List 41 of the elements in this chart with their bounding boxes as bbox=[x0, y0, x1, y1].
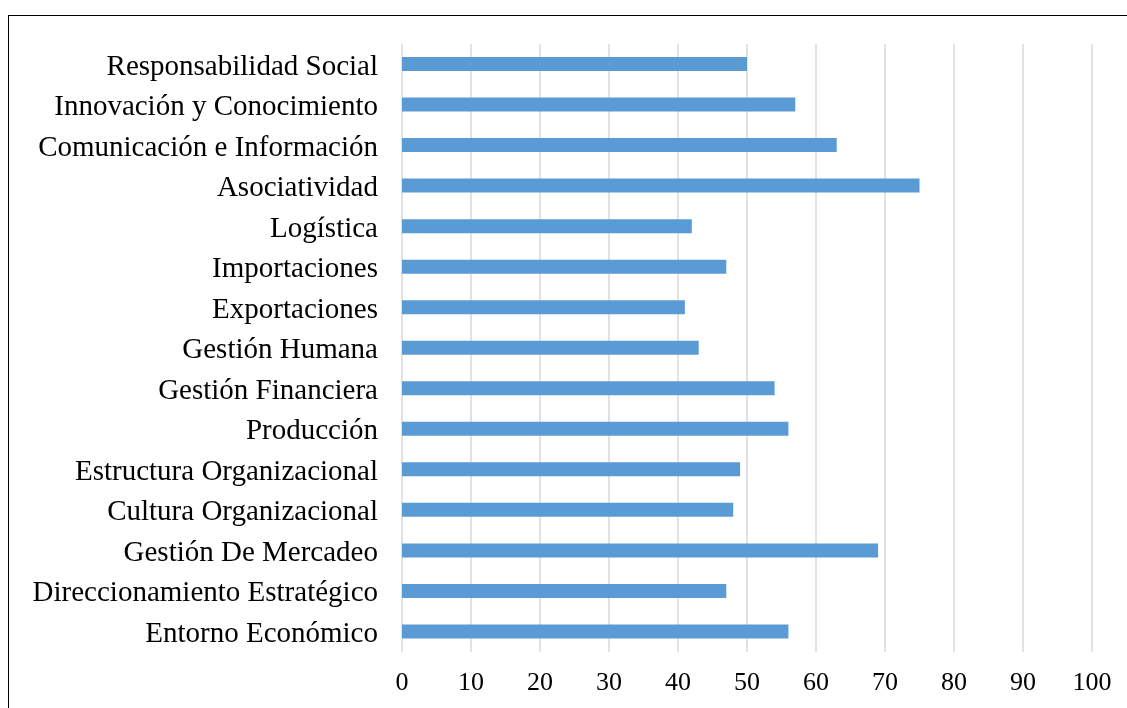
y-tick-label: Asociatividad bbox=[216, 170, 379, 203]
bar bbox=[402, 300, 685, 315]
bar bbox=[402, 462, 741, 477]
x-tick-label: 0 bbox=[395, 667, 409, 697]
bar bbox=[402, 138, 837, 153]
bar bbox=[402, 57, 747, 71]
y-tick-label: Cultura Organizacional bbox=[107, 494, 378, 527]
bar bbox=[402, 340, 699, 355]
x-tick-label: 40 bbox=[665, 667, 691, 697]
bar bbox=[402, 259, 727, 274]
bar bbox=[402, 543, 879, 558]
y-tick-label: Responsabilidad Social bbox=[106, 48, 378, 81]
y-tick-label: Direccionamiento Estratégico bbox=[32, 575, 378, 608]
y-tick-label: Producción bbox=[245, 413, 379, 446]
bar bbox=[402, 219, 692, 234]
y-tick-label: Entorno Económico bbox=[145, 616, 378, 649]
y-tick-label: Exportaciones bbox=[212, 291, 378, 324]
x-tick-label: 10 bbox=[458, 667, 484, 697]
x-tick-label: 70 bbox=[872, 667, 898, 697]
x-tick-label: 50 bbox=[734, 667, 760, 697]
y-tick-label: Comunicación e Información bbox=[38, 129, 379, 162]
y-tick-label: Gestión De Mercadeo bbox=[123, 534, 378, 567]
y-tick-label: Importaciones bbox=[212, 251, 378, 284]
x-tick-label: 30 bbox=[596, 667, 622, 697]
bar bbox=[402, 502, 734, 517]
y-tick-label: Logística bbox=[270, 210, 379, 243]
bar bbox=[402, 583, 727, 598]
y-tick-label: Gestión Financiera bbox=[158, 372, 379, 405]
bar bbox=[402, 624, 789, 639]
y-tick-label: Innovación y Conocimiento bbox=[54, 89, 378, 122]
y-tick-label: Estructura Organizacional bbox=[74, 453, 378, 486]
x-tick-label: 100 bbox=[1072, 667, 1112, 697]
x-tick-label: 60 bbox=[803, 667, 829, 697]
x-tick-label: 20 bbox=[527, 667, 553, 697]
y-tick-label: Gestión Humana bbox=[182, 332, 379, 365]
bar bbox=[402, 178, 920, 193]
x-tick-label: 90 bbox=[1010, 667, 1036, 697]
bar bbox=[402, 97, 796, 112]
bar bbox=[402, 421, 789, 436]
x-tick-label: 80 bbox=[941, 667, 967, 697]
bar bbox=[402, 381, 775, 396]
